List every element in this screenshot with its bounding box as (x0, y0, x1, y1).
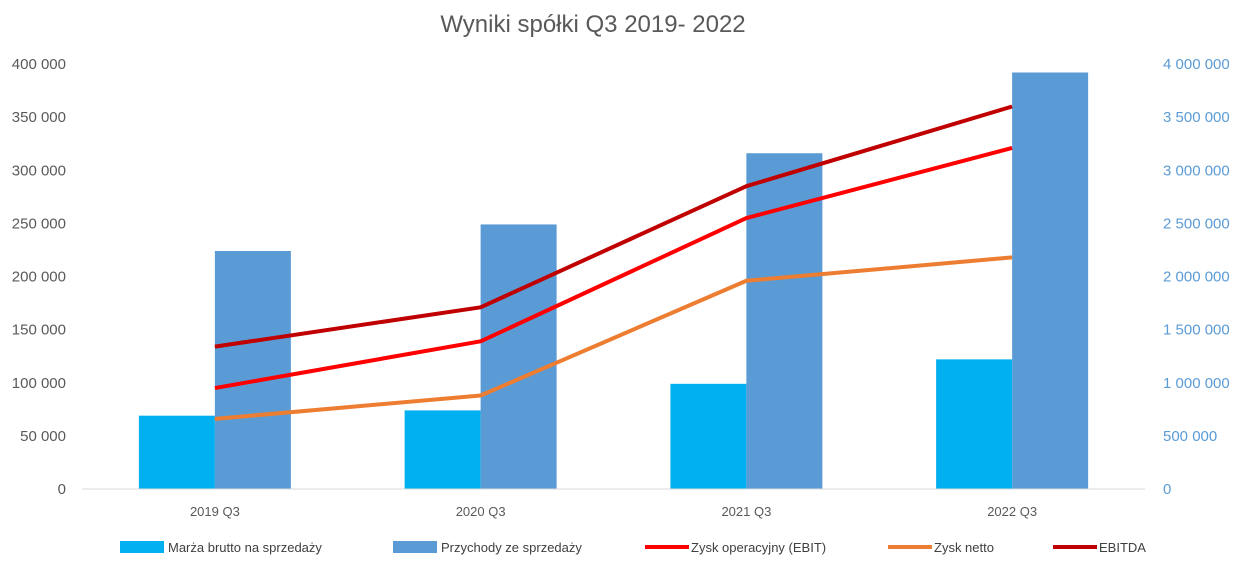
legend-przychody-label: Przychody ze sprzedaży (441, 540, 582, 555)
left-tick-label: 350 000 (12, 109, 66, 126)
right-tick-label: 2 500 000 (1163, 215, 1230, 232)
left-tick-label: 100 000 (12, 375, 66, 392)
bar-marza-brutto (404, 410, 481, 489)
left-tick-label: 400 000 (12, 56, 66, 73)
x-tick-label: 2022 Q3 (987, 504, 1037, 519)
bar-przychody (480, 224, 557, 489)
right-tick-label: 3 500 000 (1163, 109, 1230, 126)
right-tick-label: 500 000 (1163, 428, 1217, 445)
right-tick-label: 2 000 000 (1163, 269, 1230, 286)
right-tick-label: 4 000 000 (1163, 56, 1230, 73)
right-tick-label: 3 000 000 (1163, 162, 1230, 179)
bar-przychody (746, 153, 823, 489)
chart-title: Wyniki spółki Q3 2019- 2022 (440, 11, 745, 38)
x-tick-label: 2019 Q3 (190, 504, 240, 519)
left-tick-label: 200 000 (12, 269, 66, 286)
legend-zysk-netto-label: Zysk netto (934, 540, 994, 555)
left-tick-label: 50 000 (20, 428, 66, 445)
bar-marza-brutto (138, 415, 215, 489)
x-tick-label: 2021 Q3 (721, 504, 771, 519)
legend-przychody-swatch (393, 541, 437, 553)
left-tick-label: 300 000 (12, 162, 66, 179)
legend-ebit-label: Zysk operacyjny (EBIT) (691, 540, 826, 555)
left-axis: 0 50 000 100 000 150 000 200 000 250 000 300 0… (12, 56, 66, 498)
x-axis: 2019 Q3 2020 Q3 2021 Q3 2022 Q3 (190, 504, 1037, 519)
bar-marza-brutto (936, 359, 1013, 489)
line-ebit (214, 146, 1013, 391)
lines (214, 104, 1013, 421)
line-ebitda (214, 104, 1013, 349)
legend: Marża brutto na sprzedaży Przychody ze sp… (120, 540, 1146, 555)
line-zysk-netto (214, 255, 1013, 421)
left-tick-label: 0 (58, 481, 66, 498)
left-tick-label: 150 000 (12, 322, 66, 339)
right-tick-label: 1 000 000 (1163, 375, 1230, 392)
legend-marza-brutto-swatch (120, 541, 164, 553)
right-tick-label: 1 500 000 (1163, 322, 1230, 339)
right-axis: 0 500 000 1 000 000 1 500 000 2 000 000 2 500… (1163, 56, 1230, 498)
bar-marza-brutto (670, 383, 747, 489)
bar-przychody (1012, 72, 1089, 489)
left-tick-label: 250 000 (12, 215, 66, 232)
legend-ebitda-label: EBITDA (1099, 540, 1146, 555)
legend-marza-brutto-label: Marża brutto na sprzedaży (168, 540, 322, 555)
bars (138, 72, 1089, 489)
x-tick-label: 2020 Q3 (456, 504, 506, 519)
right-tick-label: 0 (1163, 481, 1171, 498)
bar-przychody (214, 251, 291, 489)
